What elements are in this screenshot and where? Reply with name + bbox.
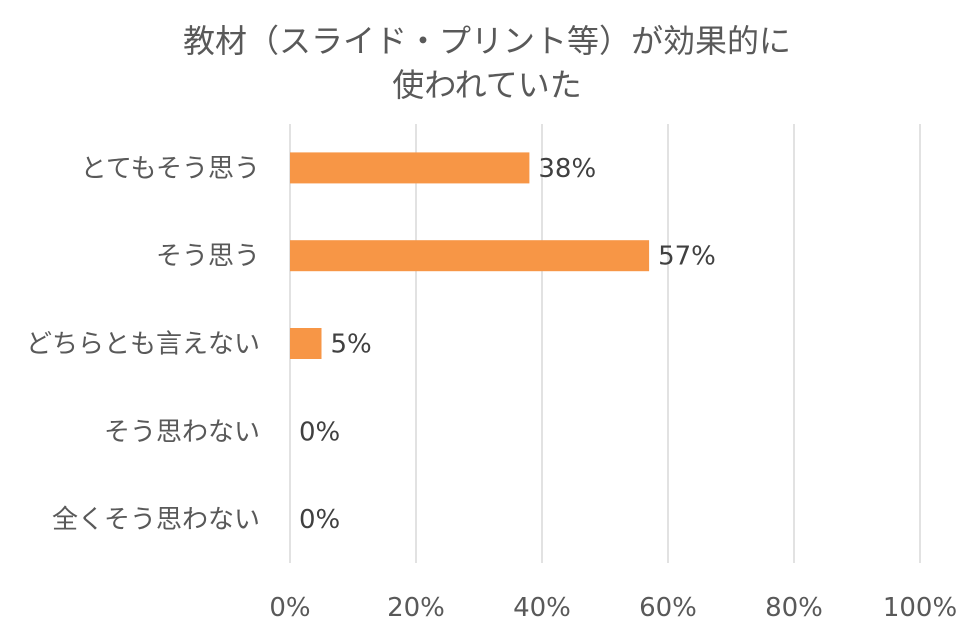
x-tick-label: 60% [639, 593, 697, 623]
data-label: 0% [299, 417, 340, 447]
chart-title-line-1: 教材（スライド・プリント等）が効果的に [183, 22, 791, 60]
bar [290, 152, 530, 184]
chart-title-line-2: 使われていた [392, 66, 581, 104]
x-tick-label: 80% [765, 593, 823, 623]
data-labels: 38% 57% 5% 0% 0% [299, 154, 716, 535]
x-tick-label: 100% [883, 593, 957, 623]
category-label: そう思う [156, 242, 260, 272]
category-label: とてもそう思う [81, 154, 260, 184]
bar [290, 240, 650, 272]
x-tick-label: 20% [387, 593, 445, 623]
gridlines [289, 124, 921, 563]
category-label: 全くそう思わない [52, 505, 260, 535]
data-label: 38% [538, 154, 596, 184]
bars [290, 152, 650, 359]
data-label: 57% [658, 242, 716, 272]
x-tick-label: 40% [513, 593, 571, 623]
x-tick-label: 0% [269, 593, 310, 623]
chart-title: 教材（スライド・プリント等）が効果的に 使われていた [183, 22, 791, 104]
category-label: どちらとも言えない [26, 330, 260, 360]
data-label: 0% [299, 505, 340, 535]
bar [290, 328, 322, 359]
x-axis-tick-labels: 0% 20% 40% 60% 80% 100% [269, 593, 957, 623]
data-label: 5% [331, 330, 372, 360]
category-label: そう思わない [104, 417, 260, 447]
